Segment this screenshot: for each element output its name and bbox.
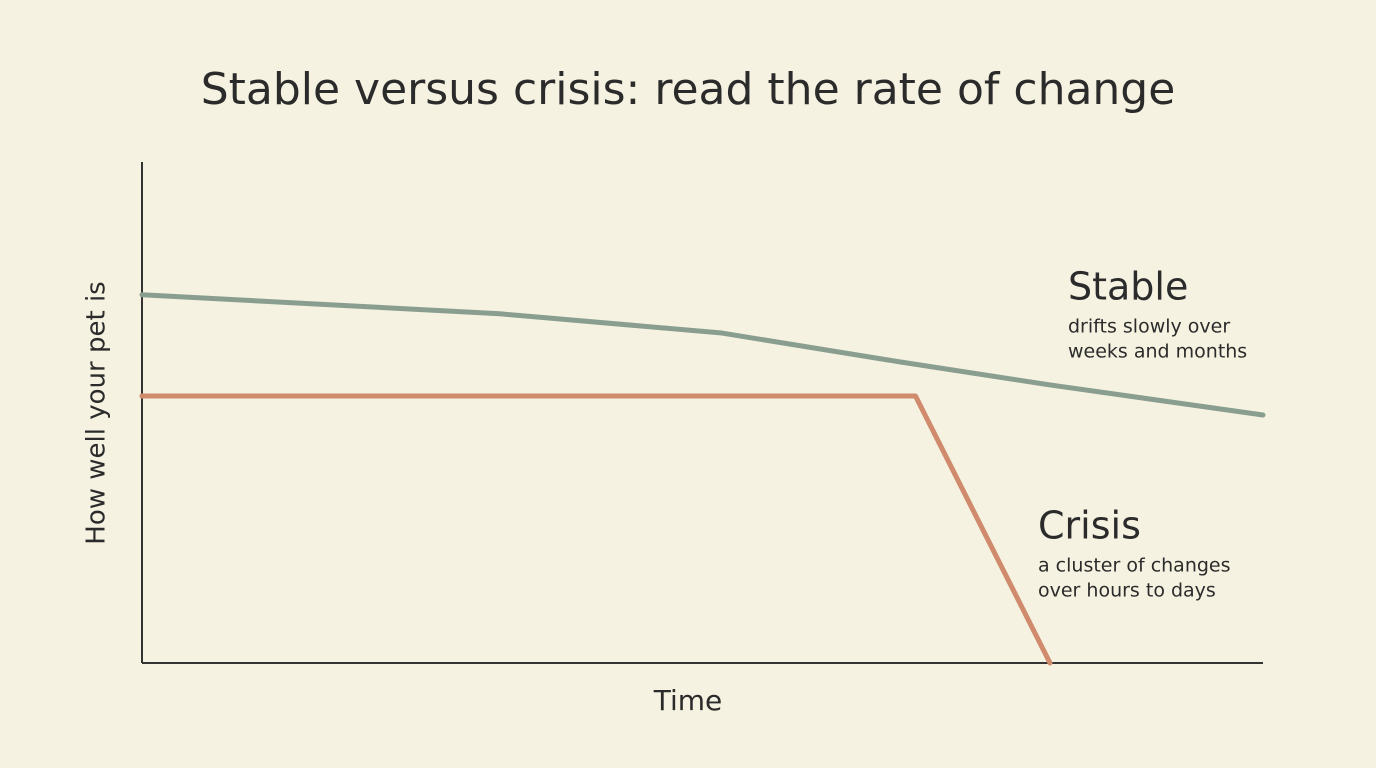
- series-description: weeks and months: [1068, 341, 1247, 363]
- line-series: [139, 393, 1053, 666]
- line-series: [139, 292, 1266, 418]
- y-axis-label: How well your pet is: [82, 281, 112, 544]
- series-label: Stable: [1068, 265, 1188, 309]
- series-description: over hours to days: [1038, 580, 1216, 602]
- x-axis-label: Time: [653, 684, 723, 717]
- series-label: Crisis: [1038, 504, 1141, 548]
- series-description: drifts slowly over: [1068, 316, 1230, 338]
- chart-title: Stable versus crisis: read the rate of c…: [201, 64, 1176, 115]
- series-description: a cluster of changes: [1038, 555, 1231, 577]
